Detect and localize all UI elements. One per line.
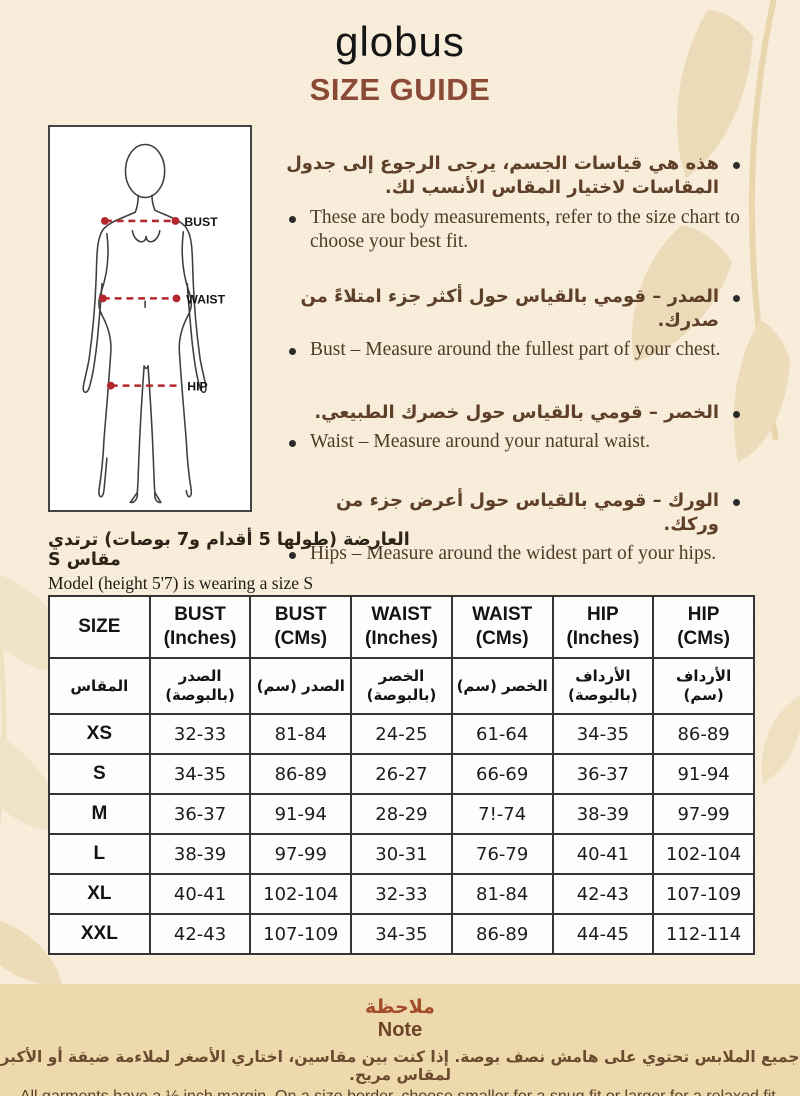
cell-hip-in: 40-41	[551, 833, 655, 875]
bullet-hips-en: Hips – Measure around the widest part of…	[283, 542, 746, 567]
size-label: XL	[48, 873, 151, 915]
bust-measure-line: BUST	[100, 215, 218, 229]
table-row-xl: XL 40-41 102-104 32-33 81-84 42-43 107-1…	[48, 873, 755, 915]
female-figure-outline	[82, 143, 207, 504]
cell-bust-cm: 86-89	[249, 753, 353, 795]
cell-bust-in: 40-41	[148, 873, 252, 915]
header-bust-cms-ar: الصدر (سم)	[249, 657, 353, 715]
model-info-en: Model (height 5'7) is wearing a size S	[48, 573, 314, 593]
cell-waist-cm: 66-69	[450, 753, 554, 795]
hip-measure-line: HIP	[106, 380, 208, 394]
note-text-en: All garments have a ½ inch margin. On a …	[0, 1088, 800, 1096]
table-row-m: M 36-37 91-94 28-29 7!-74 38-39 97-99	[48, 793, 755, 835]
cell-hip-in: 34-35	[551, 713, 655, 755]
header-hip-cms-ar: الأرداف (سم)	[652, 657, 755, 715]
cell-waist-in: 32-33	[350, 873, 453, 915]
measurement-instructions: هذه هي قياسات الجسم، يرجى الرجوع إلى جدو…	[283, 152, 746, 567]
cell-hip-in: 38-39	[551, 793, 655, 835]
hip-line-label: HIP	[187, 380, 207, 394]
header-bust-inches: BUST (Inches)	[148, 595, 252, 659]
note-title-en: Note	[377, 1019, 423, 1041]
table-header-row-en: SIZE BUST (Inches) BUST (CMs) WAIST (Inches…	[48, 595, 755, 659]
cell-hip-cm: 102-104	[652, 833, 755, 875]
size-label: S	[48, 753, 151, 795]
cell-bust-in: 42-43	[148, 913, 252, 955]
bullet-bust-en: Bust – Measure around the fullest part o…	[283, 338, 746, 363]
cell-hip-cm: 112-114	[652, 913, 755, 955]
bullet-waist-en: Waist – Measure around your natural wais…	[283, 430, 746, 455]
header-hip-cms: HIP (CMs)	[652, 595, 755, 659]
header-waist-inches-ar: الخصر (بالبوصة)	[350, 657, 453, 715]
cell-bust-in: 38-39	[148, 833, 252, 875]
size-chart-table: SIZE BUST (Inches) BUST (CMs) WAIST (Inches…	[48, 595, 755, 955]
size-label: XS	[48, 713, 151, 755]
size-label: L	[48, 833, 151, 875]
model-info-ar: العارضة (طولها 5 أقدام و7 بوصات) ترتدي م…	[48, 530, 410, 570]
cell-bust-in: 34-35	[148, 753, 252, 795]
note-title-ar: ملاحظة	[365, 996, 435, 1018]
cell-hip-cm: 86-89	[652, 713, 755, 755]
table-row-l: L 38-39 97-99 30-31 76-79 40-41 102-104	[48, 833, 755, 875]
cell-waist-in: 30-31	[350, 833, 453, 875]
bust-line-label: BUST	[184, 215, 218, 229]
bullet-hips-ar: الورك – قومي بالقياس حول أعرض جزء من ورك…	[283, 489, 746, 538]
model-info: العارضة (طولها 5 أقدام و7 بوصات) ترتدي م…	[48, 530, 468, 594]
size-label: M	[48, 793, 151, 835]
cell-waist-in: 26-27	[350, 753, 453, 795]
header-size: SIZE	[48, 595, 151, 659]
table-row-xxl: XXL 42-43 107-109 34-35 86-89 44-45 112-…	[48, 913, 755, 955]
cell-waist-in: 28-29	[350, 793, 453, 835]
size-label: XXL	[48, 913, 151, 955]
table-header-row-ar: المقاس الصدر (بالبوصة) الصدر (سم) الخصر …	[48, 657, 755, 715]
cell-bust-cm: 81-84	[249, 713, 353, 755]
brand-logo: globus	[335, 18, 465, 65]
cell-hip-cm: 91-94	[652, 753, 755, 795]
cell-hip-cm: 107-109	[652, 873, 755, 915]
header-waist-cms: WAIST (CMs)	[450, 595, 554, 659]
header-hip-inches-ar: الأرداف (بالبوصة)	[551, 657, 655, 715]
header-waist-inches: WAIST (Inches)	[350, 595, 453, 659]
cell-hip-cm: 97-99	[652, 793, 755, 835]
header-size-ar: المقاس	[48, 657, 151, 715]
cell-hip-in: 42-43	[551, 873, 655, 915]
cell-bust-cm: 102-104	[249, 873, 353, 915]
cell-bust-cm: 91-94	[249, 793, 353, 835]
cell-waist-cm: 76-79	[450, 833, 554, 875]
bullet-waist-ar: الخصر – قومي بالقياس حول خصرك الطبيعي.	[283, 401, 746, 425]
cell-bust-in: 36-37	[148, 793, 252, 835]
header-hip-inches: HIP (Inches)	[551, 595, 655, 659]
cell-hip-in: 36-37	[551, 753, 655, 795]
cell-bust-in: 32-33	[148, 713, 252, 755]
cell-waist-in: 24-25	[350, 713, 453, 755]
female-figure-illustration: BUST WAIST HIP	[82, 143, 226, 504]
cell-waist-cm: 7!-74	[450, 793, 554, 835]
bullet-intro-en: These are body measurements, refer to th…	[283, 206, 746, 255]
cell-bust-cm: 107-109	[249, 913, 353, 955]
header-bust-cms: BUST (CMs)	[249, 595, 353, 659]
body-measurement-diagram: BUST WAIST HIP	[48, 125, 252, 512]
cell-hip-in: 44-45	[551, 913, 655, 955]
bullet-intro-ar: هذه هي قياسات الجسم، يرجى الرجوع إلى جدو…	[283, 152, 746, 201]
note-footer: ملاحظة Note جميع الملابس تحتوي على هامش …	[0, 984, 800, 1096]
waist-line-label: WAIST	[186, 292, 225, 306]
cell-waist-cm: 61-64	[450, 713, 554, 755]
cell-waist-in: 34-35	[350, 913, 453, 955]
cell-waist-cm: 86-89	[450, 913, 554, 955]
header-waist-cms-ar: الخصر (سم)	[450, 657, 554, 715]
cell-bust-cm: 97-99	[249, 833, 353, 875]
table-row-xs: XS 32-33 81-84 24-25 61-64 34-35 86-89	[48, 713, 755, 755]
table-row-s: S 34-35 86-89 26-27 66-69 36-37 91-94	[48, 753, 755, 795]
page-title: SIZE GUIDE	[309, 72, 491, 107]
note-text-ar: جميع الملابس تحتوي على هامش نصف بوصة. إذ…	[0, 1048, 800, 1084]
cell-waist-cm: 81-84	[450, 873, 554, 915]
header-bust-inches-ar: الصدر (بالبوصة)	[148, 657, 252, 715]
waist-measure-line: WAIST	[99, 292, 226, 306]
bullet-bust-ar: الصدر – قومي بالقياس حول أكثر جزء امتلاء…	[283, 285, 746, 334]
